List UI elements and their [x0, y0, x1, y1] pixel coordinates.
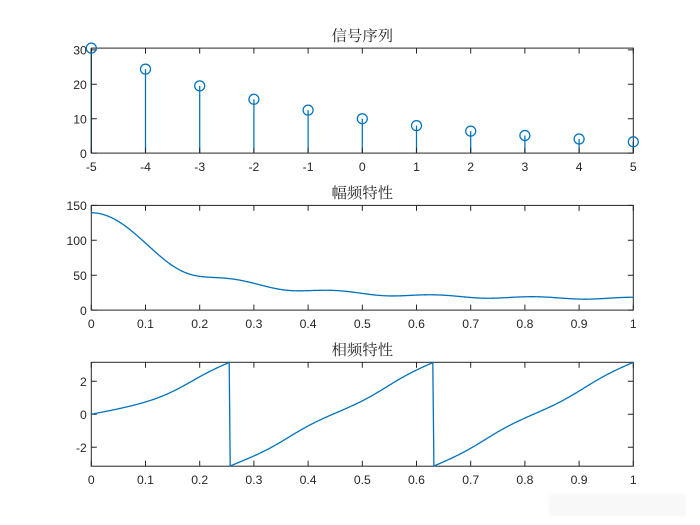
svg-text:2: 2 — [467, 160, 474, 174]
svg-text:10: 10 — [73, 112, 87, 126]
svg-text:0.8: 0.8 — [516, 317, 533, 331]
svg-text:0.3: 0.3 — [245, 317, 262, 331]
svg-text:0.6: 0.6 — [408, 317, 425, 331]
svg-text:0.4: 0.4 — [300, 317, 317, 331]
svg-text:-3: -3 — [194, 160, 205, 174]
svg-text:150: 150 — [66, 199, 87, 213]
svg-text:4: 4 — [576, 160, 583, 174]
svg-text:-4: -4 — [140, 160, 151, 174]
svg-text:1: 1 — [630, 473, 637, 487]
svg-text:-1: -1 — [303, 160, 314, 174]
svg-text:-2: -2 — [248, 160, 259, 174]
svg-text:0.7: 0.7 — [462, 473, 479, 487]
svg-text:0: 0 — [80, 304, 87, 318]
svg-text:0.6: 0.6 — [408, 473, 425, 487]
svg-text:5: 5 — [630, 160, 637, 174]
svg-text:0.7: 0.7 — [462, 317, 479, 331]
svg-text:100: 100 — [66, 234, 87, 248]
svg-text:0.4: 0.4 — [300, 473, 317, 487]
svg-text:0.1: 0.1 — [137, 317, 154, 331]
svg-text:0.3: 0.3 — [245, 473, 262, 487]
svg-text:0.5: 0.5 — [354, 317, 371, 331]
svg-text:0.9: 0.9 — [571, 317, 588, 331]
svg-text:-2: -2 — [76, 441, 87, 455]
svg-text:0.2: 0.2 — [191, 473, 208, 487]
svg-text:0.2: 0.2 — [191, 317, 208, 331]
svg-text:1: 1 — [630, 317, 637, 331]
svg-text:0.1: 0.1 — [137, 473, 154, 487]
svg-text:30: 30 — [73, 44, 87, 58]
svg-text:0.9: 0.9 — [571, 473, 588, 487]
svg-text:2: 2 — [80, 375, 87, 389]
svg-text:0: 0 — [80, 147, 87, 161]
svg-text:0.5: 0.5 — [354, 473, 371, 487]
svg-text:0: 0 — [88, 473, 95, 487]
svg-text:0.8: 0.8 — [516, 473, 533, 487]
svg-text:-5: -5 — [86, 160, 97, 174]
svg-text:20: 20 — [73, 78, 87, 92]
svg-text:1: 1 — [413, 160, 420, 174]
svg-text:0: 0 — [88, 317, 95, 331]
svg-text:0: 0 — [359, 160, 366, 174]
svg-text:3: 3 — [522, 160, 529, 174]
svg-text:50: 50 — [73, 269, 87, 283]
svg-text:0: 0 — [80, 408, 87, 422]
